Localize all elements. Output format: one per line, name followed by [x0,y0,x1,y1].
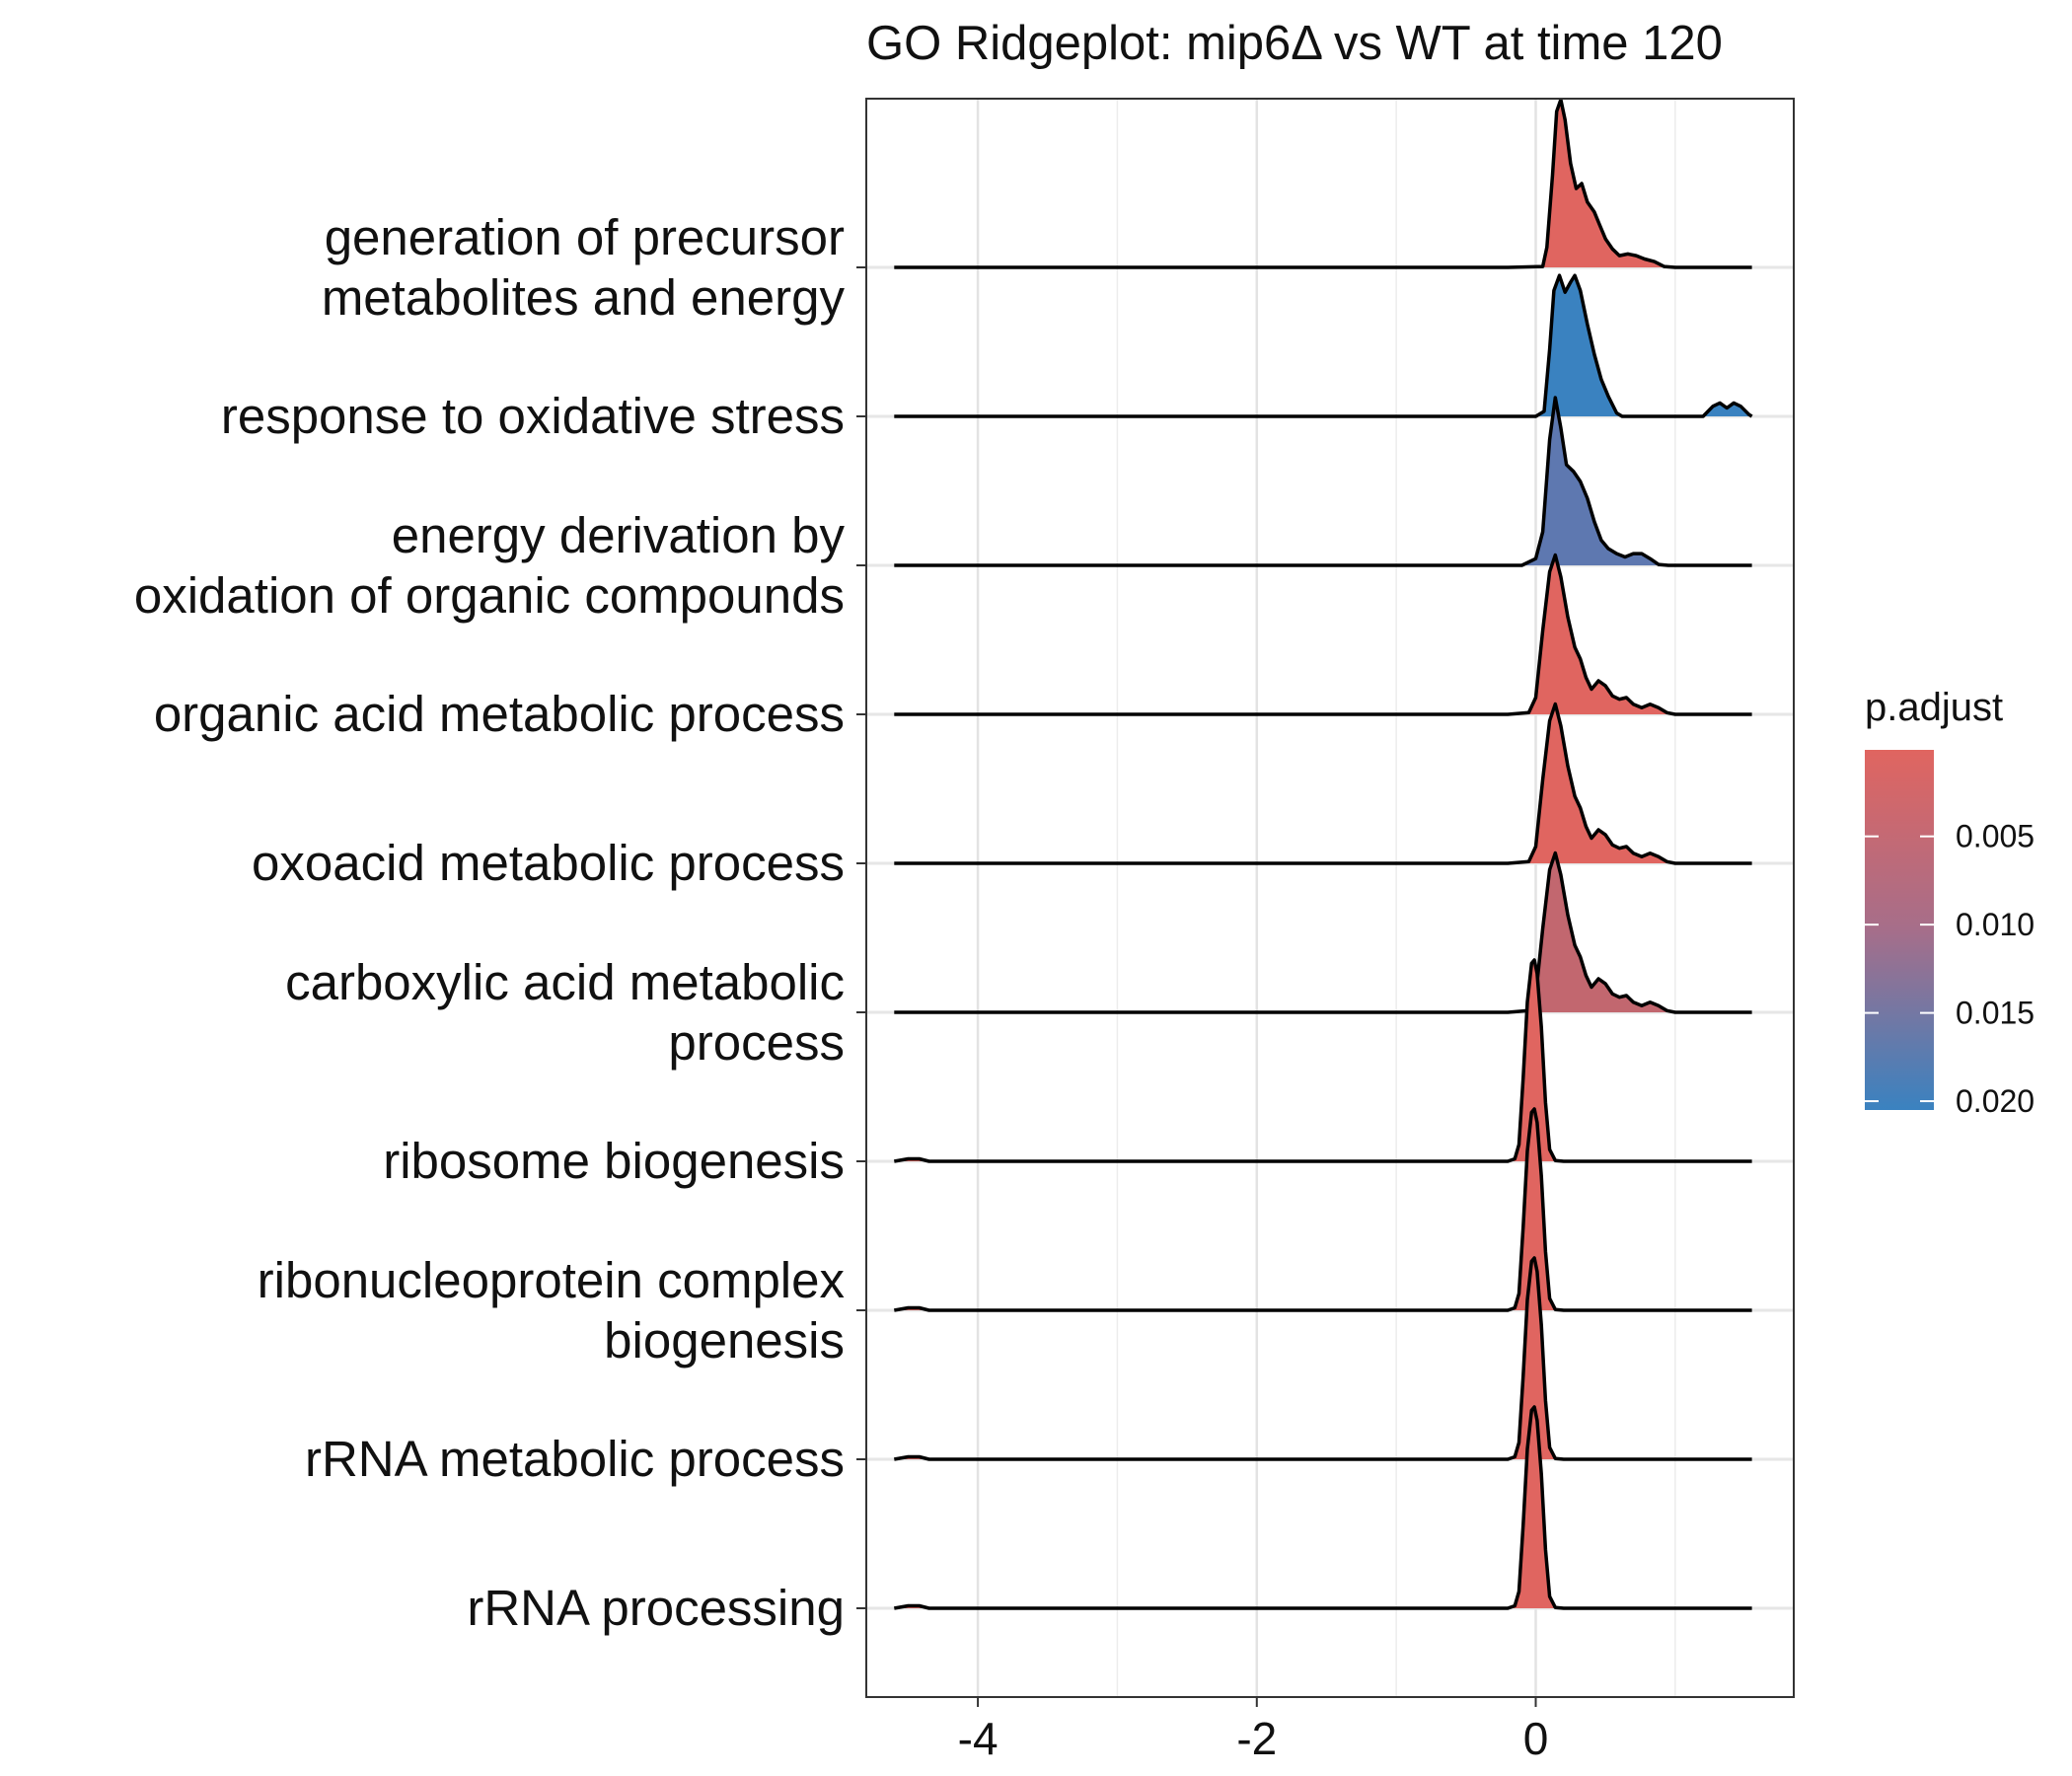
legend-colorbar [1865,750,1934,1110]
ridge-fill [894,960,1752,1161]
ridge-4 [894,553,1752,716]
x-tick-label: -2 [1236,1713,1277,1764]
ridge-5 [894,702,1752,865]
ridge-layer [893,98,1753,1610]
y-tick-label: ribosome biogenesis [383,1133,845,1189]
ridge-line [894,98,1752,269]
y-tick-label: organic acid metabolic process [154,686,845,742]
y-tick-label: biogenesis [604,1312,845,1369]
ridge-7 [893,958,1752,1163]
y-tick-label: metabolites and energy [322,269,846,326]
legend-tick-label: 0.005 [1956,819,2035,854]
chart-title: GO Ridgeplot: mip6Δ vs WT at time 120 [866,17,1723,70]
ridge-10 [893,1405,1752,1610]
x-axis: -4 -2 0 [958,1697,1549,1764]
ridge-line [894,273,1753,418]
y-tick-label: oxidation of organic compounds [134,567,845,624]
y-tick-label: rRNA metabolic process [305,1431,845,1487]
y-tick-label: oxoacid metabolic process [252,835,845,891]
ridge-6 [894,851,1752,1014]
ridge-line [894,851,1752,1014]
ridge-1 [894,98,1752,269]
ridge-fill [894,1109,1752,1310]
legend-title: p.adjust [1865,686,2003,729]
ridge-fill [894,275,1752,416]
y-tick-label: ribonucleoprotein complex [258,1252,845,1308]
legend-tick-label: 0.015 [1956,996,2035,1031]
ridge-line [893,958,1752,1163]
ridge-fill [894,1407,1752,1608]
ridge-line [894,396,1752,567]
ridge-9 [893,1256,1752,1461]
y-tick-label: energy derivation by [392,507,846,563]
ridge-line [894,553,1752,716]
ridge-line [893,1107,1752,1312]
ridge-8 [893,1107,1752,1312]
y-tick-label: process [668,1014,845,1071]
legend-ticks: 0.005 0.010 0.015 0.020 [1865,819,2035,1119]
y-tick-label: carboxylic acid metabolic [285,954,845,1010]
legend: p.adjust 0.005 0.010 0.015 0.020 [1865,686,2035,1119]
ridge-2 [894,273,1753,418]
y-tick-label: response to oxidative stress [221,388,845,444]
ridge-line [894,702,1752,865]
legend-tick-label: 0.020 [1956,1083,2035,1119]
plot-panel-border [865,98,1795,1698]
ridge-fill [894,1258,1752,1459]
x-tick-label: 0 [1523,1713,1549,1764]
legend-tick-label: 0.010 [1956,907,2035,942]
x-tick-label: -4 [958,1713,999,1764]
ridge-line [893,1256,1752,1461]
y-tick-label: generation of precursor [325,209,845,265]
ridge-3 [894,396,1752,567]
y-tick-label: rRNA processing [467,1580,845,1636]
ridge-line [893,1405,1752,1610]
